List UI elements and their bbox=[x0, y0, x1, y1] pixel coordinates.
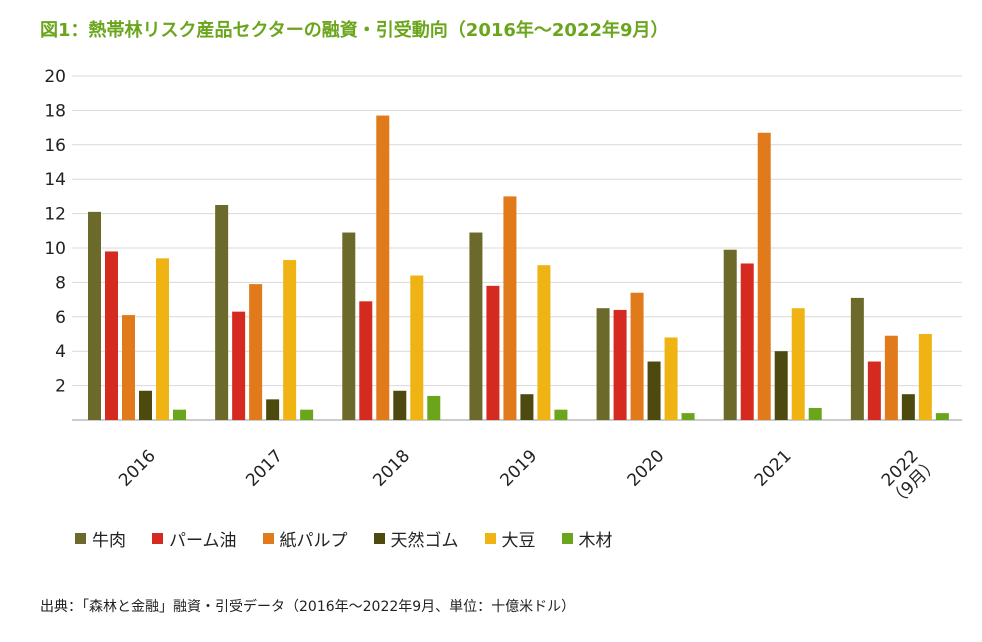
bar bbox=[173, 409, 186, 420]
bar bbox=[630, 292, 644, 420]
bar bbox=[410, 275, 424, 420]
chart-title: 図1：熱帯林リスク産品セクターの融資・引受動向（2016年〜2022年9月） bbox=[40, 20, 669, 41]
bar bbox=[105, 251, 118, 420]
bar bbox=[740, 263, 754, 420]
bar bbox=[647, 361, 661, 420]
bar bbox=[850, 297, 864, 420]
bar bbox=[232, 311, 246, 420]
bar bbox=[681, 413, 695, 420]
y-tick-label: 20 bbox=[44, 67, 66, 87]
bar bbox=[359, 301, 373, 420]
bar bbox=[884, 335, 898, 420]
y-tick-label: 18 bbox=[44, 101, 66, 121]
y-tick-label: 6 bbox=[55, 308, 66, 328]
legend-item: 紙パルプ bbox=[262, 526, 348, 551]
bar bbox=[300, 409, 314, 420]
bar bbox=[122, 315, 135, 420]
legend: 牛肉 パーム油 紙パルプ 天然ゴム 大豆 木材 bbox=[75, 526, 613, 551]
bar bbox=[867, 361, 881, 420]
bar bbox=[469, 232, 483, 420]
legend-swatch bbox=[561, 533, 573, 544]
x-axis-labels: 2016 2017 2018 2019 2020 2021 2022（9月） bbox=[115, 446, 943, 511]
legend-swatch bbox=[484, 533, 496, 544]
legend-item: パーム油 bbox=[152, 526, 237, 551]
source-note: 出典：「森林と金融」融資・引受データ（2016年〜2022年9月、単位：十億米ド… bbox=[40, 599, 576, 615]
bar bbox=[376, 115, 390, 420]
bar bbox=[249, 284, 263, 420]
bar bbox=[283, 260, 297, 420]
bar bbox=[596, 308, 610, 420]
x-tick-label: 2021 bbox=[751, 446, 796, 491]
legend-label: 紙パルプ bbox=[279, 531, 348, 551]
bar bbox=[791, 308, 805, 420]
legend-swatch bbox=[75, 533, 86, 544]
bar bbox=[808, 407, 822, 420]
bar bbox=[554, 409, 568, 420]
bar bbox=[613, 309, 627, 420]
legend-swatch bbox=[152, 533, 163, 544]
legend-label: 牛肉 bbox=[92, 531, 126, 551]
y-tick-label: 14 bbox=[44, 170, 66, 190]
bar bbox=[393, 390, 407, 420]
bar bbox=[918, 334, 932, 420]
legend-swatch bbox=[373, 533, 385, 544]
bar bbox=[427, 395, 441, 420]
bars bbox=[88, 115, 949, 420]
bar bbox=[88, 211, 101, 420]
y-tick-label: 8 bbox=[55, 273, 66, 293]
y-tick-label: 2 bbox=[55, 377, 66, 397]
legend-item: 牛肉 bbox=[75, 526, 126, 551]
legend-item: 大豆 bbox=[484, 526, 536, 551]
bar bbox=[266, 399, 280, 420]
y-tick-label: 12 bbox=[44, 205, 66, 225]
bar bbox=[486, 285, 500, 420]
x-tick-label: 2016 bbox=[115, 446, 160, 491]
bar bbox=[342, 232, 356, 420]
legend-label: 大豆 bbox=[501, 531, 536, 551]
x-tick-label: 2018 bbox=[369, 446, 414, 491]
bar bbox=[757, 132, 771, 420]
grid-lines bbox=[72, 75, 962, 421]
legend-label: 木材 bbox=[578, 531, 613, 551]
legend-item: 木材 bbox=[561, 526, 613, 551]
y-tick-label: 16 bbox=[44, 136, 66, 156]
legend-label: 天然ゴム bbox=[390, 531, 459, 551]
x-tick-label: 2019 bbox=[497, 446, 542, 491]
y-tick-label: 10 bbox=[44, 239, 66, 259]
bar bbox=[664, 337, 678, 420]
bar bbox=[723, 249, 737, 420]
bar bbox=[503, 196, 517, 420]
y-tick-label: 4 bbox=[55, 342, 66, 362]
legend-item: 天然ゴム bbox=[373, 526, 459, 551]
legend-label: パーム油 bbox=[169, 531, 237, 551]
y-axis-ticks: 2 4 6 8 10 12 14 16 18 20 bbox=[44, 67, 66, 397]
bar bbox=[537, 265, 551, 420]
bar bbox=[156, 258, 169, 420]
bar bbox=[215, 205, 229, 420]
bar bbox=[520, 394, 534, 420]
x-tick-label: 2017 bbox=[242, 446, 287, 491]
x-tick-label: 2020 bbox=[624, 446, 669, 491]
legend-swatch bbox=[262, 533, 274, 544]
bar bbox=[901, 394, 915, 420]
bar bbox=[935, 413, 949, 420]
bar bbox=[139, 390, 152, 420]
bar bbox=[774, 351, 788, 420]
bar-chart: 2 4 6 8 10 12 14 16 18 20 2016 2017 2018 2019 2020 202… bbox=[44, 67, 962, 511]
